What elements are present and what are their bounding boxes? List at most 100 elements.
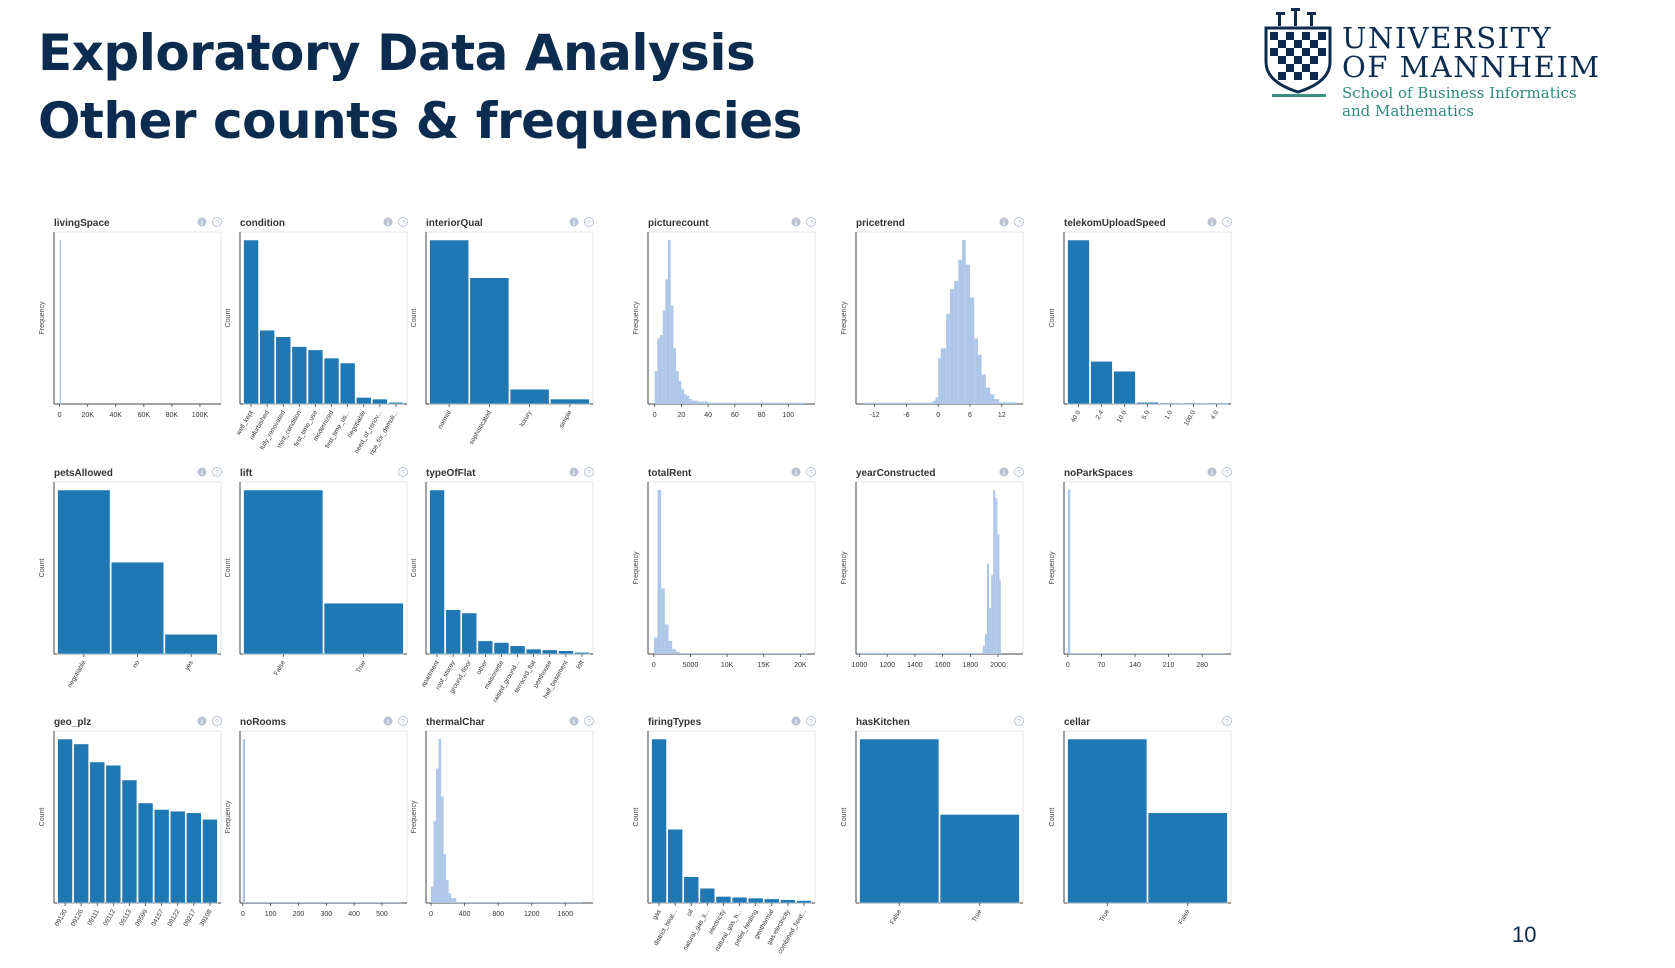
x-tick-label: 09112	[102, 908, 117, 927]
help-icon[interactable]: ?	[584, 716, 594, 727]
info-icon[interactable]: i	[383, 217, 393, 228]
help-icon[interactable]: ?	[1014, 467, 1024, 478]
y-axis-label: Frequency	[225, 800, 232, 834]
help-icon[interactable]: ?	[212, 716, 222, 727]
svg-text:i: i	[573, 719, 575, 726]
info-icon[interactable]: i	[197, 467, 207, 478]
x-tick-label: yes	[184, 659, 195, 672]
info-icon[interactable]: i	[569, 716, 579, 727]
info-icon[interactable]: i	[791, 217, 801, 228]
help-icon[interactable]: ?	[584, 467, 594, 478]
x-tick-label: 0	[652, 662, 656, 669]
info-icon[interactable]: i	[569, 467, 579, 478]
logo-line-university: UNIVERSITY	[1342, 21, 1553, 55]
x-tick-label: True	[1098, 908, 1111, 923]
help-icon[interactable]: ?	[1222, 467, 1232, 478]
hist-bin	[985, 387, 991, 404]
hist-bin	[935, 397, 939, 404]
chart-cellar: cellar ? Count True False	[1049, 716, 1232, 926]
x-tick-label: 800	[492, 911, 504, 918]
y-axis-label: Count	[39, 559, 46, 578]
info-icon[interactable]: i	[197, 716, 207, 727]
info-icon[interactable]: i	[791, 716, 801, 727]
chart-petsallowed: petsAllowed ? i Count negotiable no yes	[39, 467, 222, 689]
help-icon[interactable]: ?	[806, 217, 816, 228]
hist-bin	[446, 880, 449, 903]
svg-text:?: ?	[215, 719, 219, 726]
hist-bin	[664, 624, 669, 654]
hist-bin	[981, 374, 986, 404]
hist-bin	[668, 640, 673, 654]
x-tick-label: 0	[241, 911, 245, 918]
x-tick-label: 1800	[963, 662, 979, 669]
hist-bin	[672, 649, 676, 654]
svg-text:i: i	[1211, 220, 1213, 227]
bar-roof-storey	[445, 609, 461, 655]
help-icon[interactable]: ?	[398, 716, 408, 727]
help-icon[interactable]: ?	[212, 467, 222, 478]
info-icon[interactable]: i	[197, 217, 207, 228]
info-icon[interactable]: i	[1207, 217, 1217, 228]
help-icon[interactable]: ?	[1014, 716, 1024, 727]
chart-title: condition	[240, 218, 285, 229]
x-tick-label: True	[971, 908, 984, 923]
svg-text:?: ?	[1017, 719, 1021, 726]
svg-text:?: ?	[401, 719, 405, 726]
x-tick-label: 0	[429, 911, 433, 918]
x-tick-label: 1600	[935, 662, 951, 669]
x-tick-label: 80K	[166, 412, 179, 419]
info-icon[interactable]: i	[569, 217, 579, 228]
x-tick-label: oil	[686, 908, 696, 918]
x-tick-label: 09126	[70, 908, 85, 927]
help-icon[interactable]: ?	[584, 217, 594, 228]
hist-bin	[977, 354, 982, 404]
svg-text:i: i	[795, 220, 797, 227]
help-icon[interactable]: ?	[1222, 716, 1232, 727]
chart-livingspace: livingSpace ? i Frequency 0 20K 40K 60K 80K 100K	[39, 217, 222, 419]
y-axis-label: Count	[225, 309, 232, 328]
y-axis-label: Frequency	[841, 551, 848, 585]
chart-yearconstructed: yearConstructed ? i Frequency 1000 1200 1400 16…	[841, 467, 1024, 669]
info-icon[interactable]: i	[791, 467, 801, 478]
info-icon[interactable]: i	[999, 467, 1009, 478]
chart-norooms: noRooms ? i Frequency 0 100 200 300 400 500	[225, 716, 408, 918]
x-tick-label: 20	[678, 412, 686, 419]
bar-09217	[186, 812, 202, 904]
y-axis-label: Frequency	[841, 301, 848, 335]
hist-bin	[708, 402, 805, 404]
x-tick-label: 09113	[118, 908, 133, 927]
x-tick-label: 400	[348, 911, 360, 918]
x-tick-label: simple	[558, 409, 574, 429]
x-tick-label: 1400	[907, 662, 923, 669]
x-tick-label: gas	[651, 908, 663, 921]
bar-electricity	[715, 896, 732, 904]
help-icon[interactable]: ?	[398, 467, 408, 478]
help-icon[interactable]: ?	[212, 217, 222, 228]
bar-ground-floor	[461, 612, 477, 655]
bar-09113	[121, 779, 138, 904]
y-axis-label: Frequency	[633, 301, 640, 335]
x-tick-label: normal	[437, 409, 453, 430]
hist-bin	[59, 240, 62, 404]
hist-bin	[242, 739, 246, 903]
info-icon[interactable]: i	[383, 716, 393, 727]
help-icon[interactable]: ?	[1222, 217, 1232, 228]
chart-typeofflat: typeOfFlat ?iCountapartmentroof_storeygro…	[411, 467, 594, 704]
bar-5-0	[1136, 402, 1159, 405]
svg-text:?: ?	[587, 719, 591, 726]
svg-text:i: i	[1003, 470, 1005, 477]
bar-well-kept	[243, 239, 259, 405]
bar-district-heat	[667, 828, 683, 904]
bar-09111	[89, 761, 105, 904]
y-axis-label: Frequency	[411, 800, 418, 834]
svg-text:i: i	[1211, 470, 1213, 477]
university-logo: UNIVERSITY OF MANNHEIM School of Busines…	[1258, 6, 1599, 124]
info-icon[interactable]: i	[999, 217, 1009, 228]
info-icon[interactable]: i	[1207, 467, 1217, 478]
help-icon[interactable]: ?	[806, 467, 816, 478]
help-icon[interactable]: ?	[398, 217, 408, 228]
help-icon[interactable]: ?	[806, 716, 816, 727]
bar-true	[323, 602, 404, 655]
bar-refurbished	[259, 329, 275, 405]
help-icon[interactable]: ?	[1014, 217, 1024, 228]
